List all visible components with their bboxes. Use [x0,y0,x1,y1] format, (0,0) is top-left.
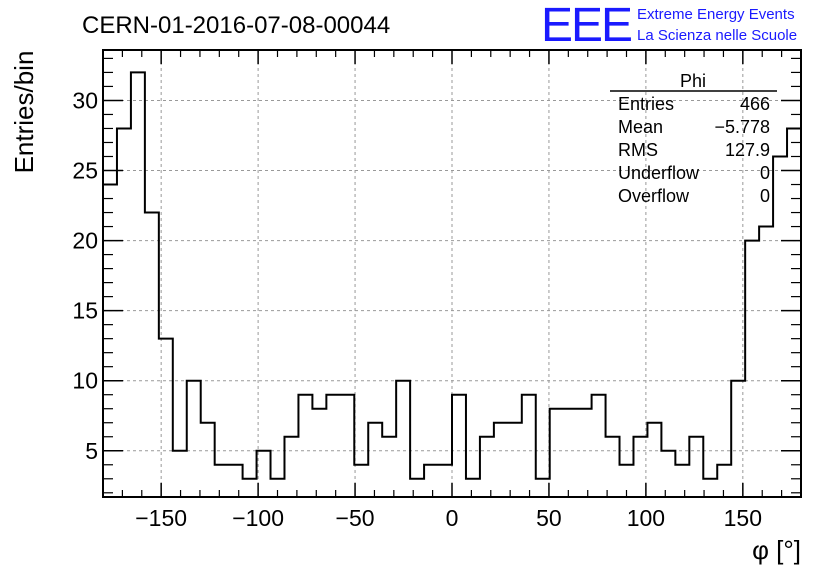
y-tick-label: 25 [72,158,98,184]
y-tick-label: 15 [72,298,98,324]
logo-line-1: Extreme Energy Events [637,6,795,23]
x-tick-label: 150 [724,505,762,531]
x-tick-label: −50 [336,505,375,531]
x-tick-label: −100 [232,505,284,531]
stats-label: Underflow [618,163,700,183]
stats-value: 0 [760,186,770,206]
stats-value: −5.778 [714,117,770,137]
x-tick-label: −150 [135,505,187,531]
axis-ticks [102,50,802,497]
y-axis-label: Entries/bin [9,51,39,174]
x-axis-label: φ [°] [752,535,801,565]
stats-name: Phi [680,71,706,91]
x-tick-label: 100 [627,505,665,531]
stats-value: 127.9 [725,140,770,160]
y-tick-label: 20 [72,228,98,254]
grid-lines [103,50,801,497]
stats-value: 466 [740,94,770,114]
stats-label: Mean [618,117,663,137]
stats-label: RMS [618,140,658,160]
y-tick-label: 5 [85,438,98,464]
x-tick-label: 0 [446,505,459,531]
logo-line-2: La Scienza nelle Scuole [637,27,797,44]
y-tick-labels: 5 10 15 20 25 30 [72,87,98,463]
stats-value: 0 [760,163,770,183]
x-tick-label: 50 [536,505,562,531]
histogram-series [103,71,801,480]
eee-logo: EEE [541,0,631,52]
stats-label: Entries [618,94,674,114]
y-tick-label: 10 [72,368,98,394]
stats-box: Phi Entries 466 Mean −5.778 RMS 127.9 Un… [610,71,777,206]
x-tick-labels: −150 −100 −50 0 50 100 150 [135,505,762,531]
y-tick-label: 30 [72,87,98,113]
run-title: CERN-01-2016-07-08-00044 [82,12,390,39]
stats-label: Overflow [618,186,690,206]
